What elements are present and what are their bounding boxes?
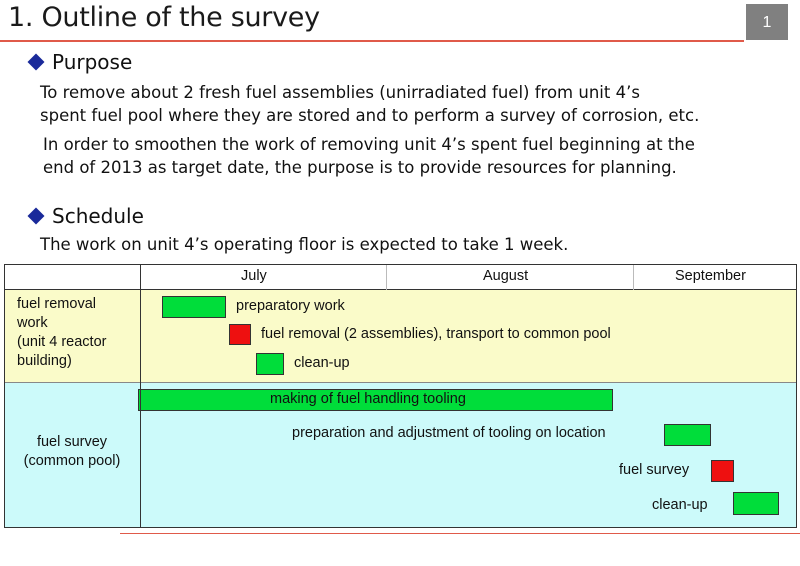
month-august: August	[483, 268, 529, 284]
row-label-line: (common pool)	[23, 453, 121, 469]
gantt-header-row: July August September	[5, 265, 796, 290]
diamond-bullet-icon	[27, 53, 45, 71]
task-adjust-tooling: preparation and adjustment of tooling on…	[292, 425, 606, 441]
purpose-heading: Purpose	[27, 50, 133, 74]
bar-fuel-survey	[711, 460, 734, 482]
task-clean-up-2: clean-up	[652, 497, 708, 513]
label-column-divider	[140, 265, 141, 527]
task-clean-up-1: clean-up	[294, 355, 350, 371]
page-number-badge: 1	[746, 4, 788, 40]
row-label-line: fuel removal	[17, 296, 96, 312]
row-label-line: work	[17, 315, 48, 331]
task-fuel-survey: fuel survey	[619, 462, 690, 478]
gantt-row-fuel-survey: fuel survey (common pool) making of fuel…	[5, 383, 796, 527]
schedule-gantt-table: July August September fuel removal work …	[4, 264, 797, 528]
title-divider	[0, 40, 744, 42]
month-september: September	[675, 268, 746, 284]
purpose-para2-line2: end of 2013 as target date, the purpose …	[43, 158, 677, 177]
task-fuel-removal: fuel removal (2 assemblies), transport t…	[261, 326, 611, 342]
bar-clean-up-1	[256, 353, 284, 375]
bar-fuel-removal	[229, 324, 251, 345]
month-divider	[633, 265, 634, 290]
schedule-heading: Schedule	[27, 204, 144, 228]
bar-adjust-tooling	[664, 424, 711, 446]
footer-divider	[120, 533, 800, 534]
slide-title: 1. Outline of the survey	[8, 2, 320, 33]
purpose-para1-line1: To remove about 2 fresh fuel assemblies …	[40, 83, 640, 102]
row-label-fuel-survey: fuel survey (common pool)	[17, 433, 127, 471]
schedule-line: The work on unit 4’s operating floor is …	[40, 235, 569, 254]
row-label-line: fuel survey	[36, 434, 108, 450]
month-divider	[386, 265, 387, 290]
bar-preparatory-work	[162, 296, 226, 318]
schedule-heading-text: Schedule	[52, 204, 144, 228]
month-july: July	[241, 268, 267, 284]
row-label-line: building)	[17, 353, 72, 369]
row-label-fuel-removal: fuel removal work (unit 4 reactor buildi…	[17, 295, 106, 371]
purpose-heading-text: Purpose	[52, 50, 133, 74]
purpose-para1-line2: spent fuel pool where they are stored an…	[40, 106, 700, 125]
task-making-tooling: making of fuel handling tooling	[270, 391, 466, 407]
task-preparatory-work: preparatory work	[236, 298, 345, 314]
purpose-para2-line1: In order to smoothen the work of removin…	[43, 135, 695, 154]
diamond-bullet-icon	[27, 207, 45, 225]
gantt-row-fuel-removal: fuel removal work (unit 4 reactor buildi…	[5, 290, 796, 383]
bar-clean-up-2	[733, 492, 779, 515]
row-label-line: (unit 4 reactor	[17, 334, 107, 350]
bar-making-tooling	[138, 389, 613, 411]
